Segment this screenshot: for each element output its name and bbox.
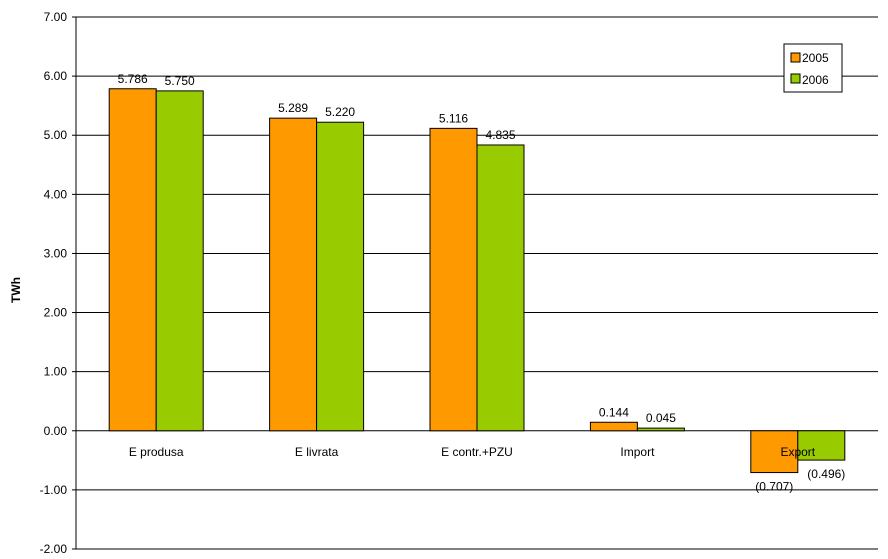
data-label: (0.496) — [807, 467, 845, 481]
bar-2005-0 — [108, 88, 157, 432]
data-label: 0.144 — [599, 405, 629, 419]
y-tick-label: 4.00 — [44, 187, 68, 201]
legend-swatch-2006 — [790, 73, 801, 84]
bar-2005-3 — [589, 421, 638, 432]
bars — [108, 88, 846, 474]
bar-2005-1 — [269, 117, 318, 432]
data-label: (0.707) — [755, 480, 793, 494]
y-tick-label: 2.00 — [44, 306, 68, 320]
data-label: 5.786 — [118, 72, 148, 86]
category-label: Import — [620, 445, 655, 459]
legend-swatch-2005 — [790, 52, 801, 63]
category-label: E contr.+PZU — [441, 445, 513, 459]
data-labels: 5.786 5.750 5.289 5.220 5.116 4.835 0.144 0.045… — [118, 72, 846, 494]
data-label: 5.116 — [439, 111, 468, 125]
bar-2006-3 — [636, 427, 685, 432]
legend-box — [783, 43, 843, 93]
bar-2006-1 — [316, 121, 365, 432]
y-tick-label: 3.00 — [44, 246, 68, 260]
data-label: 0.045 — [646, 411, 676, 425]
y-tick-label: 0.00 — [44, 424, 68, 438]
category-label: Export — [780, 445, 815, 459]
y-tick-label: 1.00 — [44, 365, 68, 379]
y-tick-label: -1.00 — [40, 483, 68, 497]
y-tick-label: 6.00 — [44, 69, 68, 83]
category-label: E produsa — [129, 445, 184, 459]
data-label: 4.835 — [485, 128, 515, 142]
bar-2005-2 — [429, 127, 478, 432]
category-label: E livrata — [295, 445, 339, 459]
data-label: 5.289 — [278, 101, 308, 115]
data-label: 5.220 — [325, 105, 355, 119]
y-tick-label: 7.00 — [44, 10, 68, 24]
legend-label-2006: 2006 — [802, 73, 829, 87]
category-labels: E produsa E livrata E contr.+PZU Import Expo… — [129, 445, 816, 459]
data-label: 5.750 — [165, 74, 195, 88]
legend: 2005 2006 — [783, 43, 843, 93]
bar-2006-4 — [797, 430, 846, 461]
y-axis-title: TWh — [9, 277, 23, 303]
bar-2006-2 — [476, 144, 525, 432]
y-tick-label: 5.00 — [44, 128, 68, 142]
legend-label-2005: 2005 — [802, 51, 829, 65]
bar-2006-0 — [155, 90, 204, 432]
y-tick-label: -2.00 — [40, 542, 68, 554]
y-axis: 7.00 6.00 5.00 4.00 3.00 2.00 1.00 0.00 -1.00 -2.… — [40, 10, 77, 556]
